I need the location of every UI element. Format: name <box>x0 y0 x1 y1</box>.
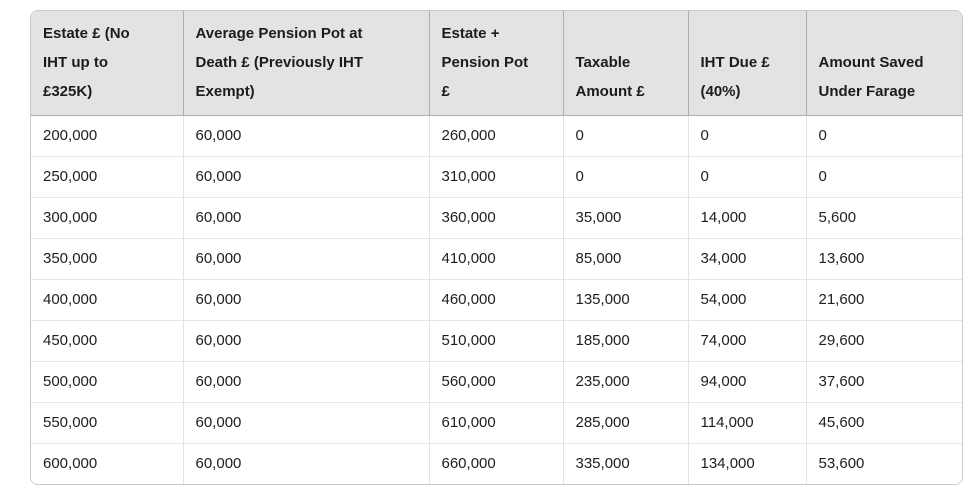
table-row: 300,000 60,000 360,000 35,000 14,000 5,600 <box>31 197 962 239</box>
table-cell: 29,600 <box>805 320 962 362</box>
table-cell: 135,000 <box>562 279 688 321</box>
table-cell: 200,000 <box>31 115 183 157</box>
table-cell: 21,600 <box>805 279 962 321</box>
table-body: 200,000 60,000 260,000 0 0 0 250,000 60,000 310,… <box>31 115 962 484</box>
table-cell: 450,000 <box>31 320 183 362</box>
table-cell: 360,000 <box>428 197 563 239</box>
table-cell: 410,000 <box>428 238 563 280</box>
table-cell: 260,000 <box>428 115 563 157</box>
table-cell: 35,000 <box>562 197 688 239</box>
table-cell: 53,600 <box>805 443 962 484</box>
column-header-taxable-amount: Taxable Amount £ <box>562 11 688 116</box>
table-cell: 14,000 <box>687 197 806 239</box>
table-cell: 600,000 <box>31 443 183 484</box>
table-cell: 60,000 <box>182 156 429 198</box>
table-cell: 60,000 <box>182 279 429 321</box>
table-cell: 60,000 <box>182 115 429 157</box>
column-header-estate-plus-pension: Estate + Pension Pot £ <box>428 11 563 116</box>
table-cell: 310,000 <box>428 156 563 198</box>
table-cell: 335,000 <box>562 443 688 484</box>
table-cell: 0 <box>687 156 806 198</box>
table-cell: 660,000 <box>428 443 563 484</box>
table-cell: 60,000 <box>182 361 429 403</box>
table-cell: 34,000 <box>687 238 806 280</box>
table-row: 600,000 60,000 660,000 335,000 134,000 53,600 <box>31 443 962 484</box>
table-header: Estate £ (No IHT up to £325K) Average Pe… <box>31 11 962 116</box>
table-cell: 350,000 <box>31 238 183 280</box>
table-cell: 250,000 <box>31 156 183 198</box>
table-cell: 45,600 <box>805 402 962 444</box>
column-header-amount-saved: Amount Saved Under Farage <box>805 11 962 116</box>
table-row: 350,000 60,000 410,000 85,000 34,000 13,600 <box>31 238 962 280</box>
table-cell: 37,600 <box>805 361 962 403</box>
table-cell: 5,600 <box>805 197 962 239</box>
table-cell: 60,000 <box>182 197 429 239</box>
table-cell: 94,000 <box>687 361 806 403</box>
column-header-pension-pot: Average Pension Pot at Death £ (Previous… <box>182 11 429 116</box>
table-cell: 60,000 <box>182 402 429 444</box>
table-cell: 235,000 <box>562 361 688 403</box>
table-row: 450,000 60,000 510,000 185,000 74,000 29,600 <box>31 320 962 362</box>
table-cell: 0 <box>687 115 806 157</box>
table-cell: 500,000 <box>31 361 183 403</box>
table-cell: 60,000 <box>182 443 429 484</box>
table-cell: 550,000 <box>31 402 183 444</box>
table-cell: 560,000 <box>428 361 563 403</box>
table-cell: 0 <box>805 156 962 198</box>
table-row: 550,000 60,000 610,000 285,000 114,000 45,600 <box>31 402 962 444</box>
table-cell: 114,000 <box>687 402 806 444</box>
table-cell: 74,000 <box>687 320 806 362</box>
table-cell: 85,000 <box>562 238 688 280</box>
column-header-estate: Estate £ (No IHT up to £325K) <box>31 11 183 116</box>
table-cell: 400,000 <box>31 279 183 321</box>
table-cell: 510,000 <box>428 320 563 362</box>
header-row: Estate £ (No IHT up to £325K) Average Pe… <box>31 11 962 116</box>
iht-table: Estate £ (No IHT up to £325K) Average Pe… <box>31 11 962 484</box>
table-cell: 610,000 <box>428 402 563 444</box>
table-cell: 460,000 <box>428 279 563 321</box>
table-cell: 60,000 <box>182 238 429 280</box>
table-row: 200,000 60,000 260,000 0 0 0 <box>31 115 962 157</box>
table-cell: 0 <box>562 115 688 157</box>
table-cell: 54,000 <box>687 279 806 321</box>
iht-table-container: Estate £ (No IHT up to £325K) Average Pe… <box>30 10 963 485</box>
table-cell: 60,000 <box>182 320 429 362</box>
table-row: 250,000 60,000 310,000 0 0 0 <box>31 156 962 198</box>
table-cell: 0 <box>562 156 688 198</box>
table-row: 500,000 60,000 560,000 235,000 94,000 37,600 <box>31 361 962 403</box>
table-cell: 134,000 <box>687 443 806 484</box>
table-row: 400,000 60,000 460,000 135,000 54,000 21,600 <box>31 279 962 321</box>
table-cell: 185,000 <box>562 320 688 362</box>
table-cell: 285,000 <box>562 402 688 444</box>
column-header-iht-due: IHT Due £ (40%) <box>687 11 806 116</box>
table-cell: 0 <box>805 115 962 157</box>
table-cell: 13,600 <box>805 238 962 280</box>
table-cell: 300,000 <box>31 197 183 239</box>
